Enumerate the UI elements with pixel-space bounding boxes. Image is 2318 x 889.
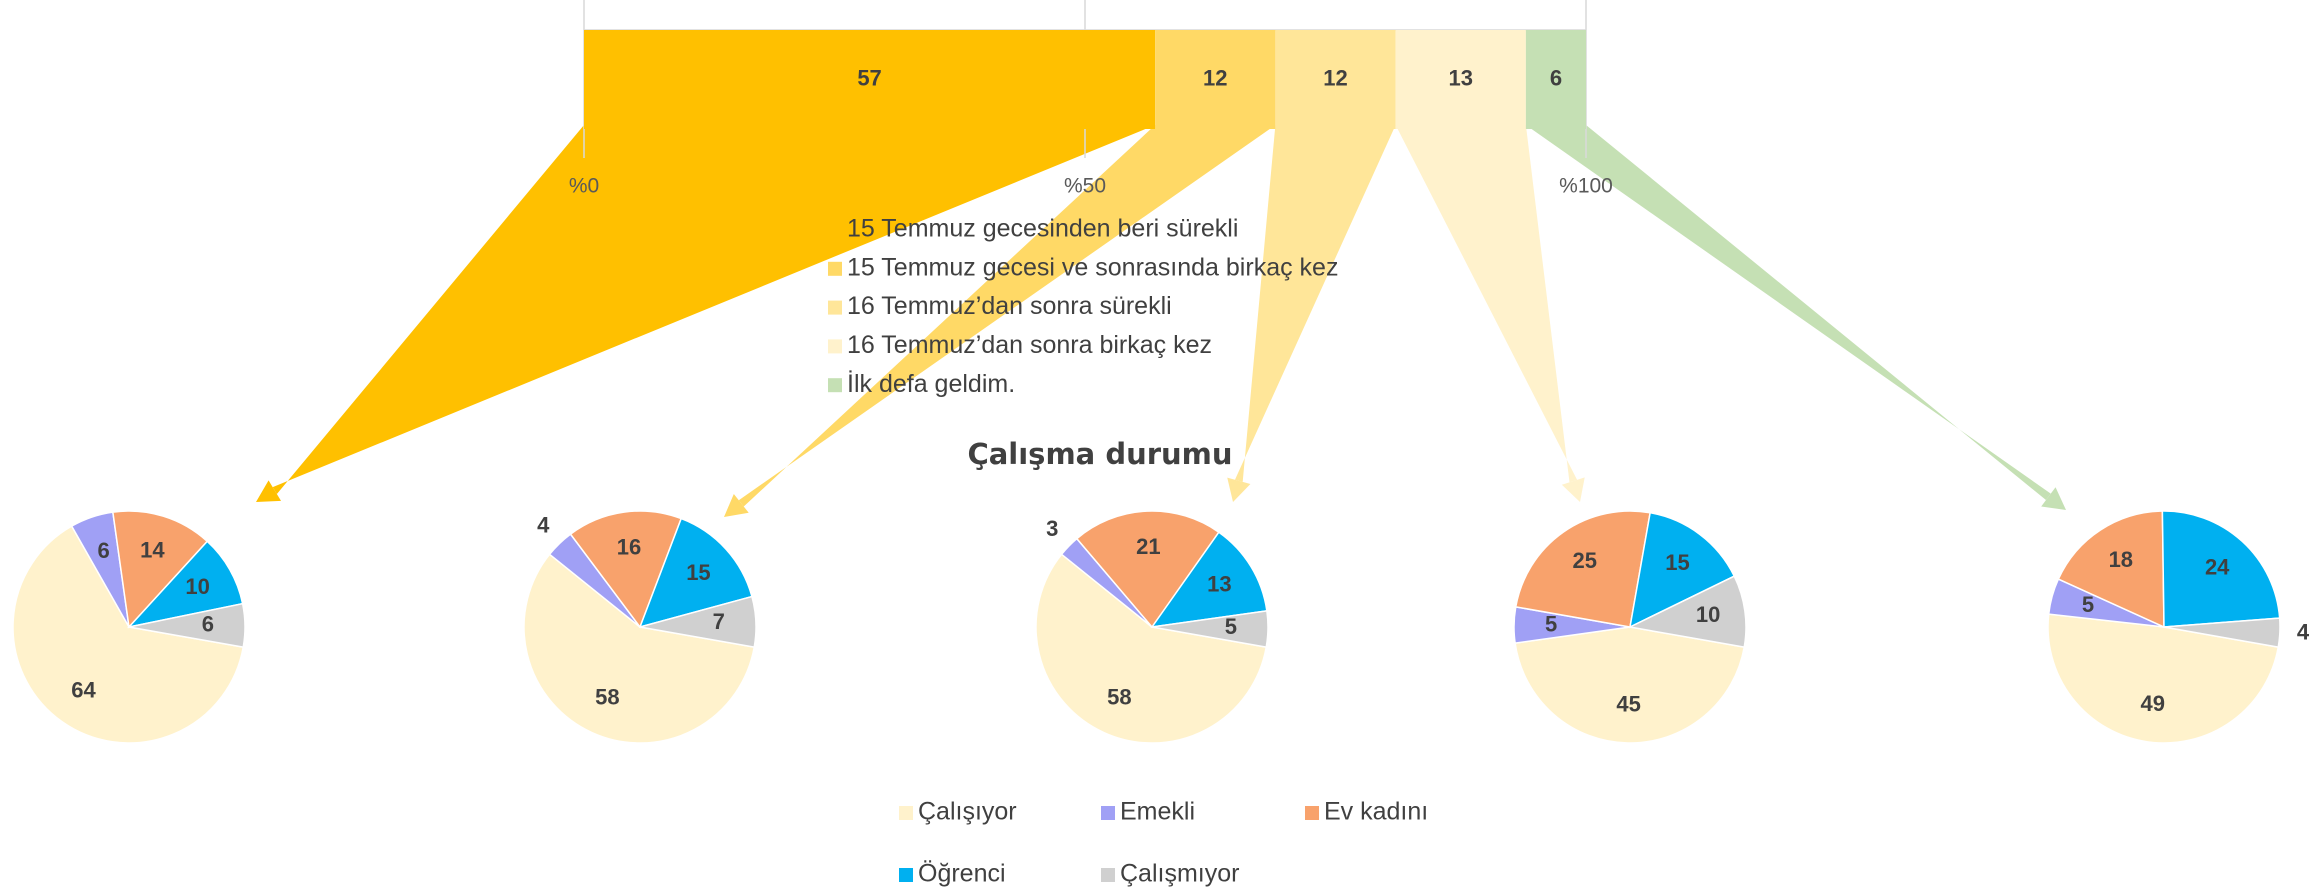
pie-slice	[2163, 617, 2281, 649]
pie-value-label: 15	[1665, 550, 1689, 575]
legend-label: 15 Temmuz gecesi ve sonrasında birkaç ke…	[847, 253, 1338, 281]
pie-slice	[2047, 613, 2280, 744]
pie-slice	[1150, 531, 1268, 628]
pie-slice	[2161, 510, 2281, 628]
legend-label: Ev kadını	[1324, 798, 1428, 826]
pie-slice	[638, 517, 753, 629]
pie-value-label: 4	[2297, 620, 2310, 645]
pie-value-label: 13	[1207, 572, 1231, 597]
pie-value-label: 7	[713, 609, 725, 634]
bar-value-label: 13	[1449, 65, 1473, 90]
bar-segment	[1155, 30, 1276, 129]
funnel	[272, 125, 1156, 494]
pie-value-label: 5	[1545, 611, 1557, 636]
x-tick-label: %100	[1559, 175, 1613, 198]
arrow-head	[2041, 487, 2066, 510]
legend-marker	[828, 300, 842, 315]
funnel	[1395, 125, 1578, 483]
pie-slice	[112, 510, 209, 629]
bar-value-label: 12	[1323, 65, 1347, 90]
pie-value-label: 6	[202, 612, 214, 637]
legend-label: Öğrenci	[918, 860, 1006, 888]
pie-slice	[1514, 510, 1652, 628]
legend-marker	[1305, 806, 1319, 820]
x-tick-label: %50	[1064, 175, 1106, 198]
pie-value-label: 4	[537, 513, 550, 538]
pie-value-label: 58	[595, 685, 619, 710]
arrow-head	[256, 480, 282, 502]
funnels	[256, 125, 2066, 517]
bar-segment	[1275, 30, 1396, 129]
pie-value-label: 15	[686, 560, 710, 585]
pie-slice	[1627, 575, 1747, 649]
pie-value-label: 10	[185, 574, 209, 599]
pie-slice	[639, 595, 757, 649]
pie-value-label: 45	[1616, 692, 1640, 717]
legend-marker	[828, 223, 842, 237]
pie-value-label: 58	[1107, 685, 1131, 710]
bar-segment	[1525, 30, 1586, 129]
legend-label: 16 Temmuz’dan sonra birkaç kez	[847, 331, 1212, 359]
legend-marker	[828, 261, 842, 276]
legend-marker	[899, 868, 913, 882]
pie-value-label: 49	[2141, 691, 2165, 716]
pie-slice	[1151, 610, 1269, 649]
pie-title: Çalışma durumu	[967, 437, 1232, 471]
bar-segment	[584, 30, 1156, 129]
legend-label: 16 Temmuz’dan sonra sürekli	[847, 292, 1172, 320]
pie-value-label: 64	[71, 677, 96, 702]
pie-value-label: 3	[1046, 516, 1058, 541]
pie-slice	[1035, 553, 1268, 744]
legend-marker	[899, 806, 913, 820]
pie-value-label: 18	[2109, 547, 2133, 572]
legend-label: Çalışmıyor	[1120, 860, 1239, 888]
legend-marker	[828, 339, 842, 354]
pie-slice	[569, 510, 683, 629]
bar-value-label: 6	[1550, 65, 1562, 90]
pie-value-label: 5	[2082, 592, 2094, 617]
bar-segment	[1395, 30, 1526, 129]
pie-slice	[2057, 510, 2165, 629]
pie-value-label: 21	[1136, 534, 1160, 559]
legend-label: Çalışıyor	[918, 798, 1017, 826]
legend-marker	[828, 378, 842, 393]
pie-slice	[1514, 626, 1746, 744]
pie-slice	[523, 553, 756, 744]
funnel	[1234, 125, 1396, 482]
pie-value-label: 16	[617, 535, 641, 560]
pie-slice	[128, 602, 246, 649]
pie-value-label: 14	[140, 537, 165, 562]
legend-label: İlk defa geldim.	[847, 369, 1015, 398]
legend-label: Emekli	[1120, 798, 1195, 826]
pie-slice	[126, 540, 244, 629]
legend-marker	[1101, 868, 1115, 882]
pie-slice	[1629, 511, 1736, 629]
legend-label: 15 Temmuz gecesinden beri sürekli	[847, 215, 1238, 243]
stacked-bar: %0 %50 %100 57 12 12 13 6	[569, 0, 1613, 198]
pie-value-label: 5	[1225, 614, 1237, 639]
pie-value-label: 6	[97, 538, 109, 563]
arrow-head	[1561, 477, 1585, 502]
bar-value-label: 12	[1203, 65, 1227, 90]
legend-marker	[1101, 806, 1115, 820]
pie-slice	[1075, 510, 1220, 629]
arrow-head	[1227, 477, 1251, 502]
pie-value-label: 24	[2205, 555, 2230, 580]
bar-value-label: 57	[857, 65, 881, 90]
x-tick-label: %0	[569, 175, 599, 198]
pie-slice	[12, 525, 245, 744]
pie-value-label: 10	[1696, 602, 1720, 627]
arrow-head	[724, 493, 749, 517]
pie-value-label: 25	[1573, 548, 1597, 573]
